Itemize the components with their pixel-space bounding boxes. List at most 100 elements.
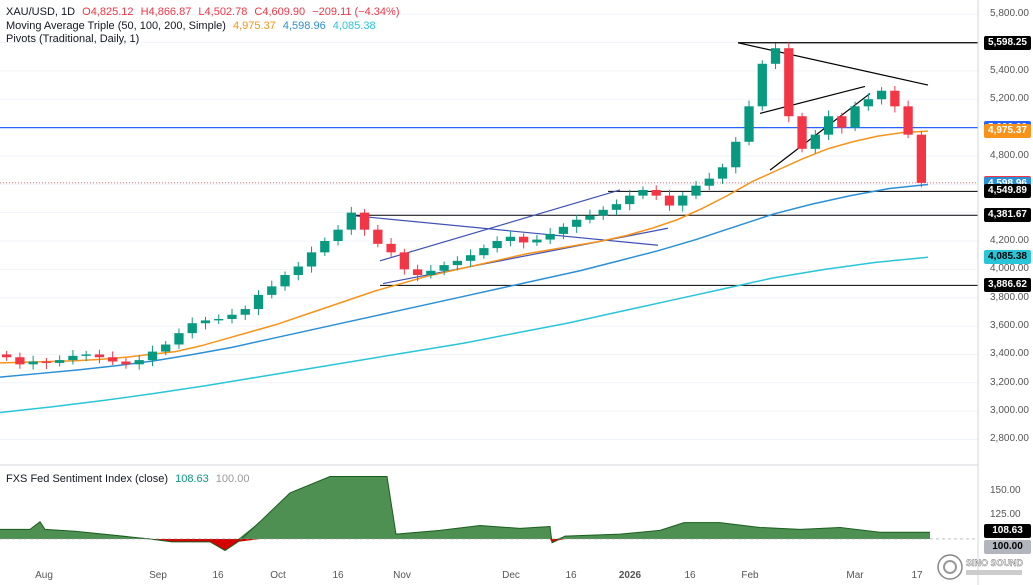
candle-body (293, 266, 303, 276)
candle-body (373, 229, 383, 244)
candle-body (823, 116, 834, 135)
sentiment-tick: 125.00 (990, 508, 1021, 520)
ma-label: Moving Average Triple (50, 100, 200, Sim… (6, 20, 226, 32)
ma-legend: Moving Average Triple (50, 100, 200, Sim… (6, 20, 380, 32)
time-tick: Aug (35, 570, 53, 581)
sentiment-baseline-tag: 100.00 (984, 539, 1031, 554)
candle-body (916, 134, 927, 183)
candle-body (386, 243, 396, 253)
candle-body (651, 189, 661, 196)
time-tick: 16 (332, 570, 344, 581)
trend-line (379, 189, 621, 262)
time-tick: Nov (393, 570, 411, 581)
price-tick: 3,200.00 (990, 376, 1029, 388)
candle-body (678, 195, 688, 206)
time-tick: 16 (684, 570, 696, 581)
candle-body (638, 189, 648, 196)
candle-body (452, 260, 463, 266)
trend-line (759, 85, 866, 114)
time-tick: 16 (212, 570, 224, 581)
candle-body (810, 134, 820, 149)
candle-body (333, 229, 343, 242)
sentiment-line (0, 476, 930, 552)
pivots-legend: Pivots (Traditional, Daily, 1) (6, 33, 143, 45)
symbol-legend: XAU/USD, 1D O4,825.12 H4,866.87 L4,502.7… (6, 6, 403, 18)
sino-sound-logo: SINO SOUND (937, 554, 1024, 580)
candle-body (320, 241, 330, 253)
time-tick: Dec (502, 570, 520, 581)
sentiment-baseline: 100.00 (215, 473, 250, 485)
sentiment-value-tag: 108.63 (984, 523, 1031, 538)
ma-line (0, 130, 929, 364)
candle-body (174, 333, 184, 345)
candle-body (280, 275, 290, 287)
change-value: −209.11 (−4.34%) (312, 6, 400, 18)
trend-drawings (349, 42, 929, 285)
price-tick: 4,800.00 (990, 149, 1029, 161)
candle-body (704, 178, 714, 186)
sentiment-title: FXS Fed Sentiment Index (close) (6, 473, 169, 485)
candle-body (890, 90, 900, 107)
candle-body (611, 204, 622, 210)
candle-body (15, 357, 25, 365)
candle-body (903, 106, 913, 135)
candle-body (187, 323, 197, 334)
open-value: O4,825.12 (82, 6, 134, 18)
candle-body (399, 252, 409, 270)
price-tick: 3,400.00 (990, 348, 1029, 360)
ma-line (0, 256, 929, 414)
time-tick: Sep (149, 570, 167, 581)
sentiment-panel (0, 476, 978, 552)
candle-body (227, 314, 237, 319)
candle-body (134, 360, 144, 365)
candle-body (68, 355, 78, 361)
price-tick: 4,200.00 (990, 235, 1029, 246)
candle-body (426, 270, 436, 276)
candle-body (1, 354, 12, 358)
candle-body (691, 185, 701, 196)
price-tag: 5,598.25 (984, 35, 1031, 50)
price-tick: 5,200.00 (990, 93, 1029, 105)
candle-body (161, 344, 171, 352)
candle-body (876, 90, 887, 100)
candle-body (863, 99, 873, 107)
candle-body (108, 357, 118, 362)
close-value: C4,609.90 (254, 6, 306, 18)
time-tick: 2026 (618, 570, 642, 581)
candle-body (306, 252, 317, 267)
price-tick: 3,600.00 (990, 320, 1029, 332)
time-tick: 17 (911, 570, 923, 581)
candle-body (770, 48, 781, 64)
price-tick: 5,400.00 (990, 64, 1029, 76)
candle-body (572, 219, 582, 227)
trend-line (737, 42, 929, 86)
trend-line (382, 227, 669, 285)
candle-body (267, 286, 277, 295)
sentiment-tick: 150.00 (990, 484, 1021, 496)
price-tick: 4,000.00 (990, 263, 1029, 275)
candle-body (121, 361, 131, 365)
candle-body (465, 255, 476, 261)
price-tag: 4,549.89 (984, 184, 1031, 199)
low-value: L4,502.78 (198, 6, 248, 18)
price-tag: 4,381.67 (984, 208, 1031, 223)
candle-body (532, 239, 542, 243)
candle-body (837, 116, 847, 128)
price-tick: 3,800.00 (990, 291, 1029, 303)
moving-averages (0, 130, 929, 414)
candle-body (784, 48, 794, 117)
candle-body (717, 167, 728, 179)
candle-body (147, 351, 158, 361)
price-grid (0, 13, 978, 440)
ma-line (0, 183, 929, 378)
candle-body (558, 226, 569, 234)
sentiment-current: 108.63 (175, 473, 209, 485)
price-tag: 4,975.37 (984, 124, 1031, 139)
candle-body (797, 116, 807, 149)
svg-text:SINO SOUND: SINO SOUND (966, 558, 1024, 568)
price-tag: 4,085.38 (984, 250, 1031, 265)
time-tick: Mar (846, 570, 864, 581)
candle-body (200, 320, 211, 324)
candle-body (757, 63, 767, 107)
